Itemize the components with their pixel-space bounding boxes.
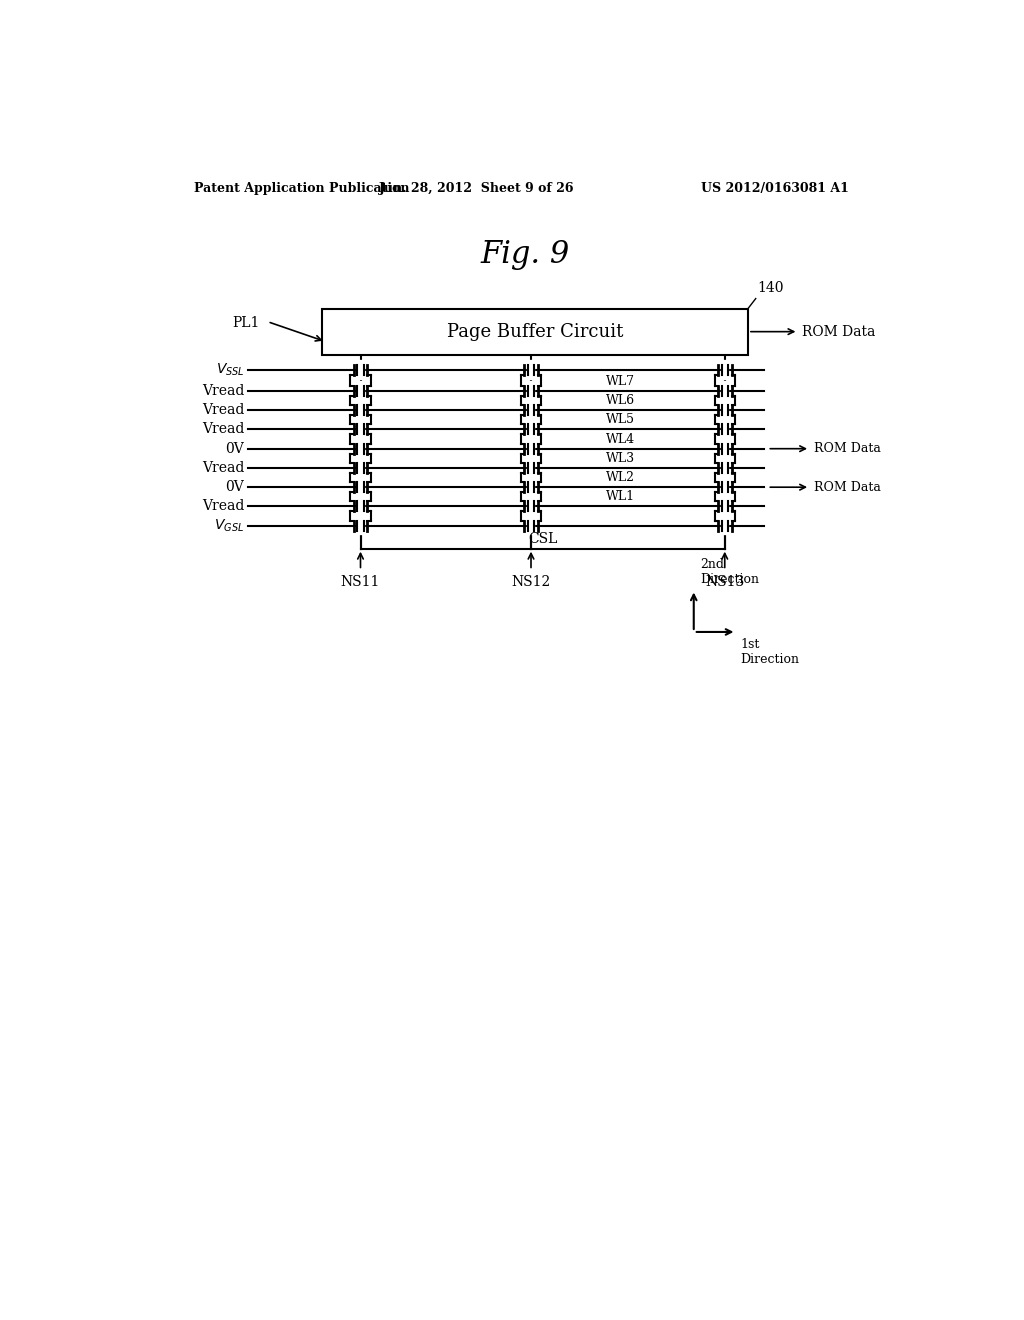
Text: Jun. 28, 2012  Sheet 9 of 26: Jun. 28, 2012 Sheet 9 of 26	[379, 182, 574, 194]
Text: CSL: CSL	[528, 532, 557, 545]
Text: NS13: NS13	[706, 576, 744, 589]
Text: 0V: 0V	[225, 442, 245, 455]
Text: Vread: Vread	[202, 384, 245, 397]
Text: Vread: Vread	[202, 461, 245, 475]
Text: ROM Data: ROM Data	[814, 442, 881, 455]
Text: WL3: WL3	[605, 451, 635, 465]
Text: $V_{SSL}$: $V_{SSL}$	[216, 362, 245, 379]
Text: 1st
Direction: 1st Direction	[740, 638, 800, 667]
Text: NS12: NS12	[511, 576, 551, 589]
Text: Fig. 9: Fig. 9	[480, 239, 569, 271]
Text: WL1: WL1	[605, 490, 635, 503]
Text: ROM Data: ROM Data	[802, 325, 876, 339]
Text: US 2012/0163081 A1: US 2012/0163081 A1	[700, 182, 849, 194]
Text: $V_{GSL}$: $V_{GSL}$	[214, 517, 245, 533]
Text: BL2: BL2	[517, 345, 545, 359]
Text: ROM Data: ROM Data	[814, 480, 881, 494]
Text: Vread: Vread	[202, 499, 245, 513]
Text: PL1: PL1	[232, 317, 260, 330]
Text: Vread: Vread	[202, 403, 245, 417]
Text: WL7: WL7	[605, 375, 635, 388]
Text: Patent Application Publication: Patent Application Publication	[194, 182, 410, 194]
Text: WL2: WL2	[605, 471, 635, 484]
Text: 140: 140	[758, 281, 783, 296]
Text: WL6: WL6	[605, 395, 635, 407]
Text: BL3: BL3	[711, 345, 738, 359]
Text: 0V: 0V	[225, 480, 245, 494]
Text: Page Buffer Circuit: Page Buffer Circuit	[446, 322, 623, 341]
Text: WL4: WL4	[605, 433, 635, 446]
Text: WL5: WL5	[605, 413, 635, 426]
Text: BL1: BL1	[346, 345, 375, 359]
Bar	[322, 309, 748, 355]
Text: 2nd
Direction: 2nd Direction	[700, 558, 759, 586]
Text: NS11: NS11	[341, 576, 380, 589]
Text: Vread: Vread	[202, 422, 245, 437]
